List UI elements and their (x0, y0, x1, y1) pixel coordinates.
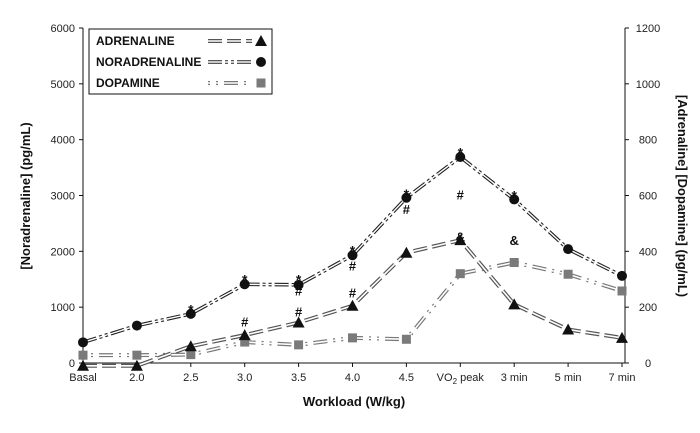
annotation-mark: # (349, 258, 357, 273)
right-tick-label: 800 (639, 135, 657, 147)
adrenaline-point (400, 246, 413, 258)
x-tick-label: 4.5 (399, 372, 414, 384)
left-tick-label: 0 (69, 358, 75, 370)
left-tick-label: 2000 (51, 246, 75, 258)
legend-label: DOPAMINE (96, 76, 160, 90)
noradrenaline-point (131, 320, 142, 331)
x-tick-label: Basal (69, 372, 97, 384)
annotation-mark: * (296, 272, 302, 288)
adrenaline-point (77, 359, 89, 371)
annotation-mark: # (295, 283, 303, 298)
legend-item-dopamine: DOPAMINE (96, 76, 266, 90)
series-line (82, 156, 623, 344)
adrenaline-point (292, 316, 305, 328)
right-tick-label: 400 (639, 246, 657, 258)
right-tick-label: 1000 (636, 79, 660, 91)
x-tick-label: 2.5 (183, 372, 198, 384)
adrenaline-point (130, 359, 143, 371)
annotation-mark: * (511, 188, 517, 204)
annotation-mark: * (458, 145, 464, 161)
x-axis-title: Workload (W/kg) (303, 394, 405, 409)
series-noradrenaline (78, 151, 627, 348)
annotation-mark: # (295, 305, 303, 320)
adrenaline-point (562, 323, 575, 335)
noradrenaline-point (239, 279, 250, 290)
x-tick-label: 3.0 (237, 372, 252, 384)
dopamine-point (78, 350, 88, 360)
adrenaline-point (238, 329, 251, 341)
annotation-mark: * (242, 272, 248, 288)
adrenaline-point (184, 340, 197, 352)
dopamine-point (509, 258, 519, 267)
annotation-mark: # (457, 187, 465, 202)
dopamine-point (186, 350, 196, 360)
annotation-mark: # (403, 202, 411, 217)
legend-marker (256, 78, 266, 88)
annotations: **#*##*##*#*#&*& (188, 145, 519, 330)
noradrenaline-point (347, 250, 358, 261)
right-tick-label: 600 (639, 191, 657, 203)
annotation-mark: # (241, 315, 249, 330)
right-tick-label: 0 (645, 358, 651, 370)
legend-marker (256, 57, 266, 67)
series-adrenaline (77, 234, 628, 371)
annotation-mark: * (404, 186, 410, 202)
right-axis-title: [Adrenaline] [Dopamine] (pg/mL) (675, 95, 690, 297)
series-dopamine (78, 258, 627, 360)
legend: ADRENALINE NORADRENALINE DOPAMINE (88, 28, 273, 95)
noradrenaline-point (185, 308, 196, 319)
dopamine-point (294, 340, 304, 350)
adrenaline-point (346, 299, 359, 311)
right-tick-label: 1200 (636, 23, 660, 35)
right-tick-label: 200 (639, 302, 657, 314)
right-ticks: 0 200 400 600 800 1000 1200 (625, 23, 660, 370)
left-tick-label: 3000 (51, 191, 75, 203)
adrenaline-point (616, 331, 628, 343)
x-ticks: Basal 2.0 2.5 3.0 3.5 4.0 4.5 VO2 peak 3 min 5 mi… (69, 363, 635, 386)
left-tick-label: 5000 (51, 79, 75, 91)
dopamine-point (240, 337, 250, 347)
dopamine-point (401, 334, 411, 344)
dopamine-point (455, 269, 465, 279)
adrenaline-point (508, 298, 521, 310)
x-tick-label: 3 min (501, 372, 528, 384)
dopamine-point (563, 269, 573, 279)
left-axis-title: [Noradrenaline] (pg/mL) (18, 122, 33, 269)
noradrenaline-point (455, 151, 466, 162)
legend-label: NORADRENALINE (96, 55, 201, 69)
annotation-mark: & (510, 233, 519, 248)
noradrenaline-point (617, 270, 627, 281)
annotation-mark: & (456, 229, 465, 244)
x-tick-label: 5 min (555, 372, 582, 384)
dopamine-point (617, 286, 627, 296)
left-tick-label: 1000 (51, 302, 75, 314)
noradrenaline-point (78, 337, 88, 348)
x-tick-label: 2.0 (129, 372, 144, 384)
legend-item-noradrenaline: NORADRENALINE (96, 55, 266, 69)
dopamine-point (132, 350, 142, 360)
x-tick-label: VO2 peak (437, 372, 485, 386)
adrenaline-point (454, 234, 467, 246)
dopamine-point (348, 333, 357, 343)
annotation-mark: * (188, 302, 194, 318)
noradrenaline-point (563, 244, 574, 255)
left-tick-label: 6000 (51, 23, 75, 35)
legend-item-adrenaline: ADRENALINE (96, 34, 267, 48)
annotation-mark: * (350, 242, 356, 258)
series-layer (77, 151, 628, 371)
annotation-mark: # (349, 286, 357, 301)
noradrenaline-point (401, 192, 412, 203)
legend-label: ADRENALINE (96, 34, 175, 48)
noradrenaline-point (509, 194, 520, 205)
left-tick-label: 4000 (51, 135, 75, 147)
x-tick-label: 3.5 (291, 372, 306, 384)
noradrenaline-point (293, 279, 304, 290)
legend-marker (255, 35, 267, 46)
x-tick-label: 4.0 (345, 372, 360, 384)
x-tick-label: 7 min (609, 372, 636, 384)
left-ticks: 0 1000 2000 3000 4000 5000 6000 (51, 23, 83, 370)
